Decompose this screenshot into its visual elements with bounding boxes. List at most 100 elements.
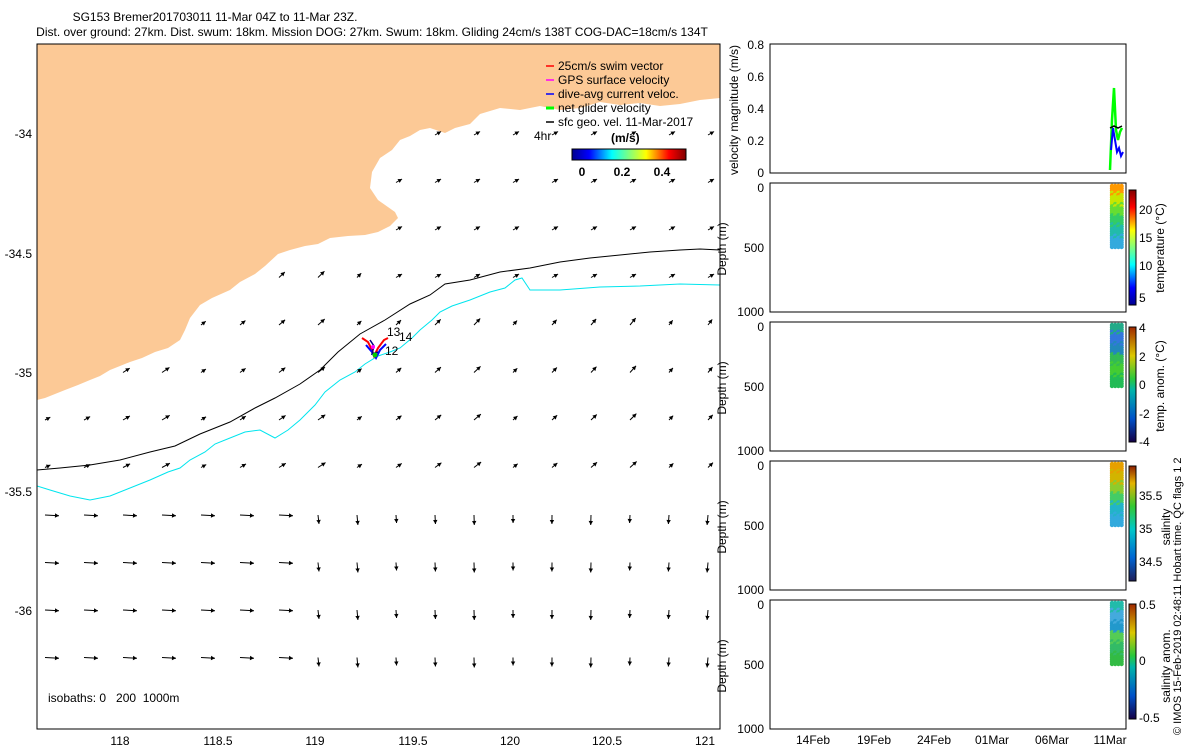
- cb-tick: 5: [1139, 291, 1146, 305]
- velocity-arrow: [395, 178, 403, 183]
- svg-text:0.6: 0.6: [747, 70, 764, 84]
- temperature-profile-dots: [1109, 183, 1124, 250]
- velocity-arrow: [512, 367, 518, 373]
- velocity-arrow: [629, 178, 637, 183]
- velocity-arrow: [549, 609, 555, 620]
- sal-anom-ylabel: Depth (m): [715, 639, 729, 692]
- sfc-geo-velocity-line: [1109, 125, 1123, 129]
- velocity-arrow: [122, 415, 131, 421]
- temp-anom-colorbar: [1128, 326, 1137, 443]
- velocity-arrow: [705, 562, 710, 573]
- profile-sample-dot: [1116, 661, 1121, 667]
- velocity-arrow: [666, 514, 671, 525]
- lat-tick: -34.5: [5, 247, 33, 261]
- velocity-arrow: [239, 560, 255, 566]
- cb-tick: -4: [1139, 435, 1150, 449]
- velocity-arrow: [355, 609, 360, 621]
- velocity-arrow: [471, 562, 477, 573]
- velocity-arrow: [707, 131, 715, 136]
- velocity-arrow: [356, 368, 362, 373]
- velocity-arrow: [200, 368, 207, 374]
- cb-tick: 20: [1139, 203, 1153, 217]
- velocity-arrow: [44, 416, 51, 422]
- velocity-arrow: [588, 657, 594, 668]
- velocity-arrow: [590, 414, 598, 421]
- cb-tick: 0: [1139, 378, 1146, 392]
- depth-tick: 0: [757, 181, 764, 195]
- velocity-arrow: [434, 131, 442, 136]
- velocity-arrow: [239, 320, 246, 326]
- velocity-arrow: [512, 320, 518, 326]
- velocity-arrow: [668, 131, 676, 136]
- depth-tick: 1000: [737, 722, 764, 736]
- velocity-arrow: [239, 655, 255, 661]
- temp-anom-ylabel: Depth (m): [715, 361, 729, 414]
- cb-tick: 0.5: [1139, 598, 1156, 612]
- velocity-arrow: [395, 463, 403, 468]
- velocity-ylabel: velocity magnitude (m/s): [727, 45, 741, 175]
- velocity-arrow: [200, 608, 216, 613]
- hour-label: 4hr: [534, 129, 551, 143]
- velocity-arrow: [394, 562, 399, 571]
- velocity-arrow: [512, 178, 520, 183]
- velocity-arrow: [707, 319, 713, 326]
- sal-anom-panel: 0 500 1000 Depth (m) -0.5 0 0.5 salinity…: [715, 598, 1173, 736]
- velocity-arrow: [629, 131, 637, 136]
- velocity-arrow: [83, 513, 99, 518]
- temp-anom-cb-label: temp. anom. (°C): [1153, 340, 1167, 432]
- velocity-arrow: [627, 514, 632, 524]
- velocity-arrow: [549, 657, 555, 667]
- temperature-colorbar: [1128, 189, 1137, 306]
- net-glider-velocity-line: [1108, 87, 1124, 171]
- velocity-arrow: [627, 562, 632, 571]
- date-axis: 14Feb 19Feb 24Feb 01Mar 06Mar 11Mar: [796, 733, 1127, 747]
- date-tick: 14Feb: [796, 733, 830, 747]
- velocity-arrow: [510, 514, 516, 524]
- velocity-arrow: [44, 464, 51, 469]
- sal-anom-profile-dots: [1109, 600, 1124, 667]
- velocity-arrow: [707, 414, 714, 421]
- glider-track: [361, 337, 389, 360]
- velocity-arrow: [590, 131, 598, 136]
- velocity-arrow: [588, 562, 594, 573]
- velocity-arrow: [434, 226, 442, 231]
- velocity-arrow: [316, 562, 321, 572]
- velocity-arrow: [512, 273, 520, 278]
- velocity-arrow: [668, 226, 676, 231]
- profile-sample-dot: [1116, 383, 1121, 389]
- temp-anom-profile-dots: [1109, 322, 1124, 389]
- legend-sfc-geo-velocity: sfc geo. vel. 11-Mar-2017: [546, 115, 694, 129]
- velocity-arrow: [666, 562, 671, 572]
- legend-dive-avg-current: dive-avg current veloc.: [546, 87, 679, 101]
- velocity-arrow: [473, 226, 481, 231]
- velocity-arrow: [316, 609, 321, 620]
- velocity-arrow: [316, 514, 321, 525]
- velocity-arrow: [629, 317, 637, 326]
- depth-tick: 1000: [737, 583, 764, 597]
- longitude-axis: 118 118.5 119 119.5 120 120.5 121: [110, 734, 715, 748]
- velocity-arrow: [471, 514, 477, 526]
- velocity-arrow: [200, 416, 207, 421]
- sal-anom-cb-label: salinity anom.: [1159, 629, 1173, 702]
- depth-tick: 500: [744, 380, 764, 394]
- lat-tick: -34: [15, 127, 33, 141]
- velocity-arrow: [278, 608, 294, 613]
- velocity-arrow: [629, 226, 637, 231]
- date-tick: 24Feb: [917, 733, 951, 747]
- velocity-arrow: [668, 273, 676, 278]
- cb-tick: 35.5: [1139, 489, 1163, 503]
- velocity-arrow: [356, 463, 363, 469]
- date-tick: 19Feb: [857, 733, 891, 747]
- velocity-arrow: [433, 657, 438, 667]
- velocity-arrow: [551, 226, 559, 231]
- sal-anom-colorbar: [1128, 603, 1137, 720]
- speed-colorbar-unit: (m/s): [611, 131, 640, 145]
- legend-net-glider-velocity: net glider velocity: [546, 101, 651, 115]
- velocity-arrow: [590, 178, 598, 183]
- temperature-ylabel: Depth (m): [715, 222, 729, 275]
- velocity-arrow: [668, 415, 674, 421]
- svg-text:GPS surface velocity: GPS surface velocity: [558, 73, 669, 87]
- velocity-arrow: [627, 609, 632, 619]
- cb-tick: -2: [1139, 407, 1150, 421]
- cb-tick: 35: [1139, 522, 1153, 536]
